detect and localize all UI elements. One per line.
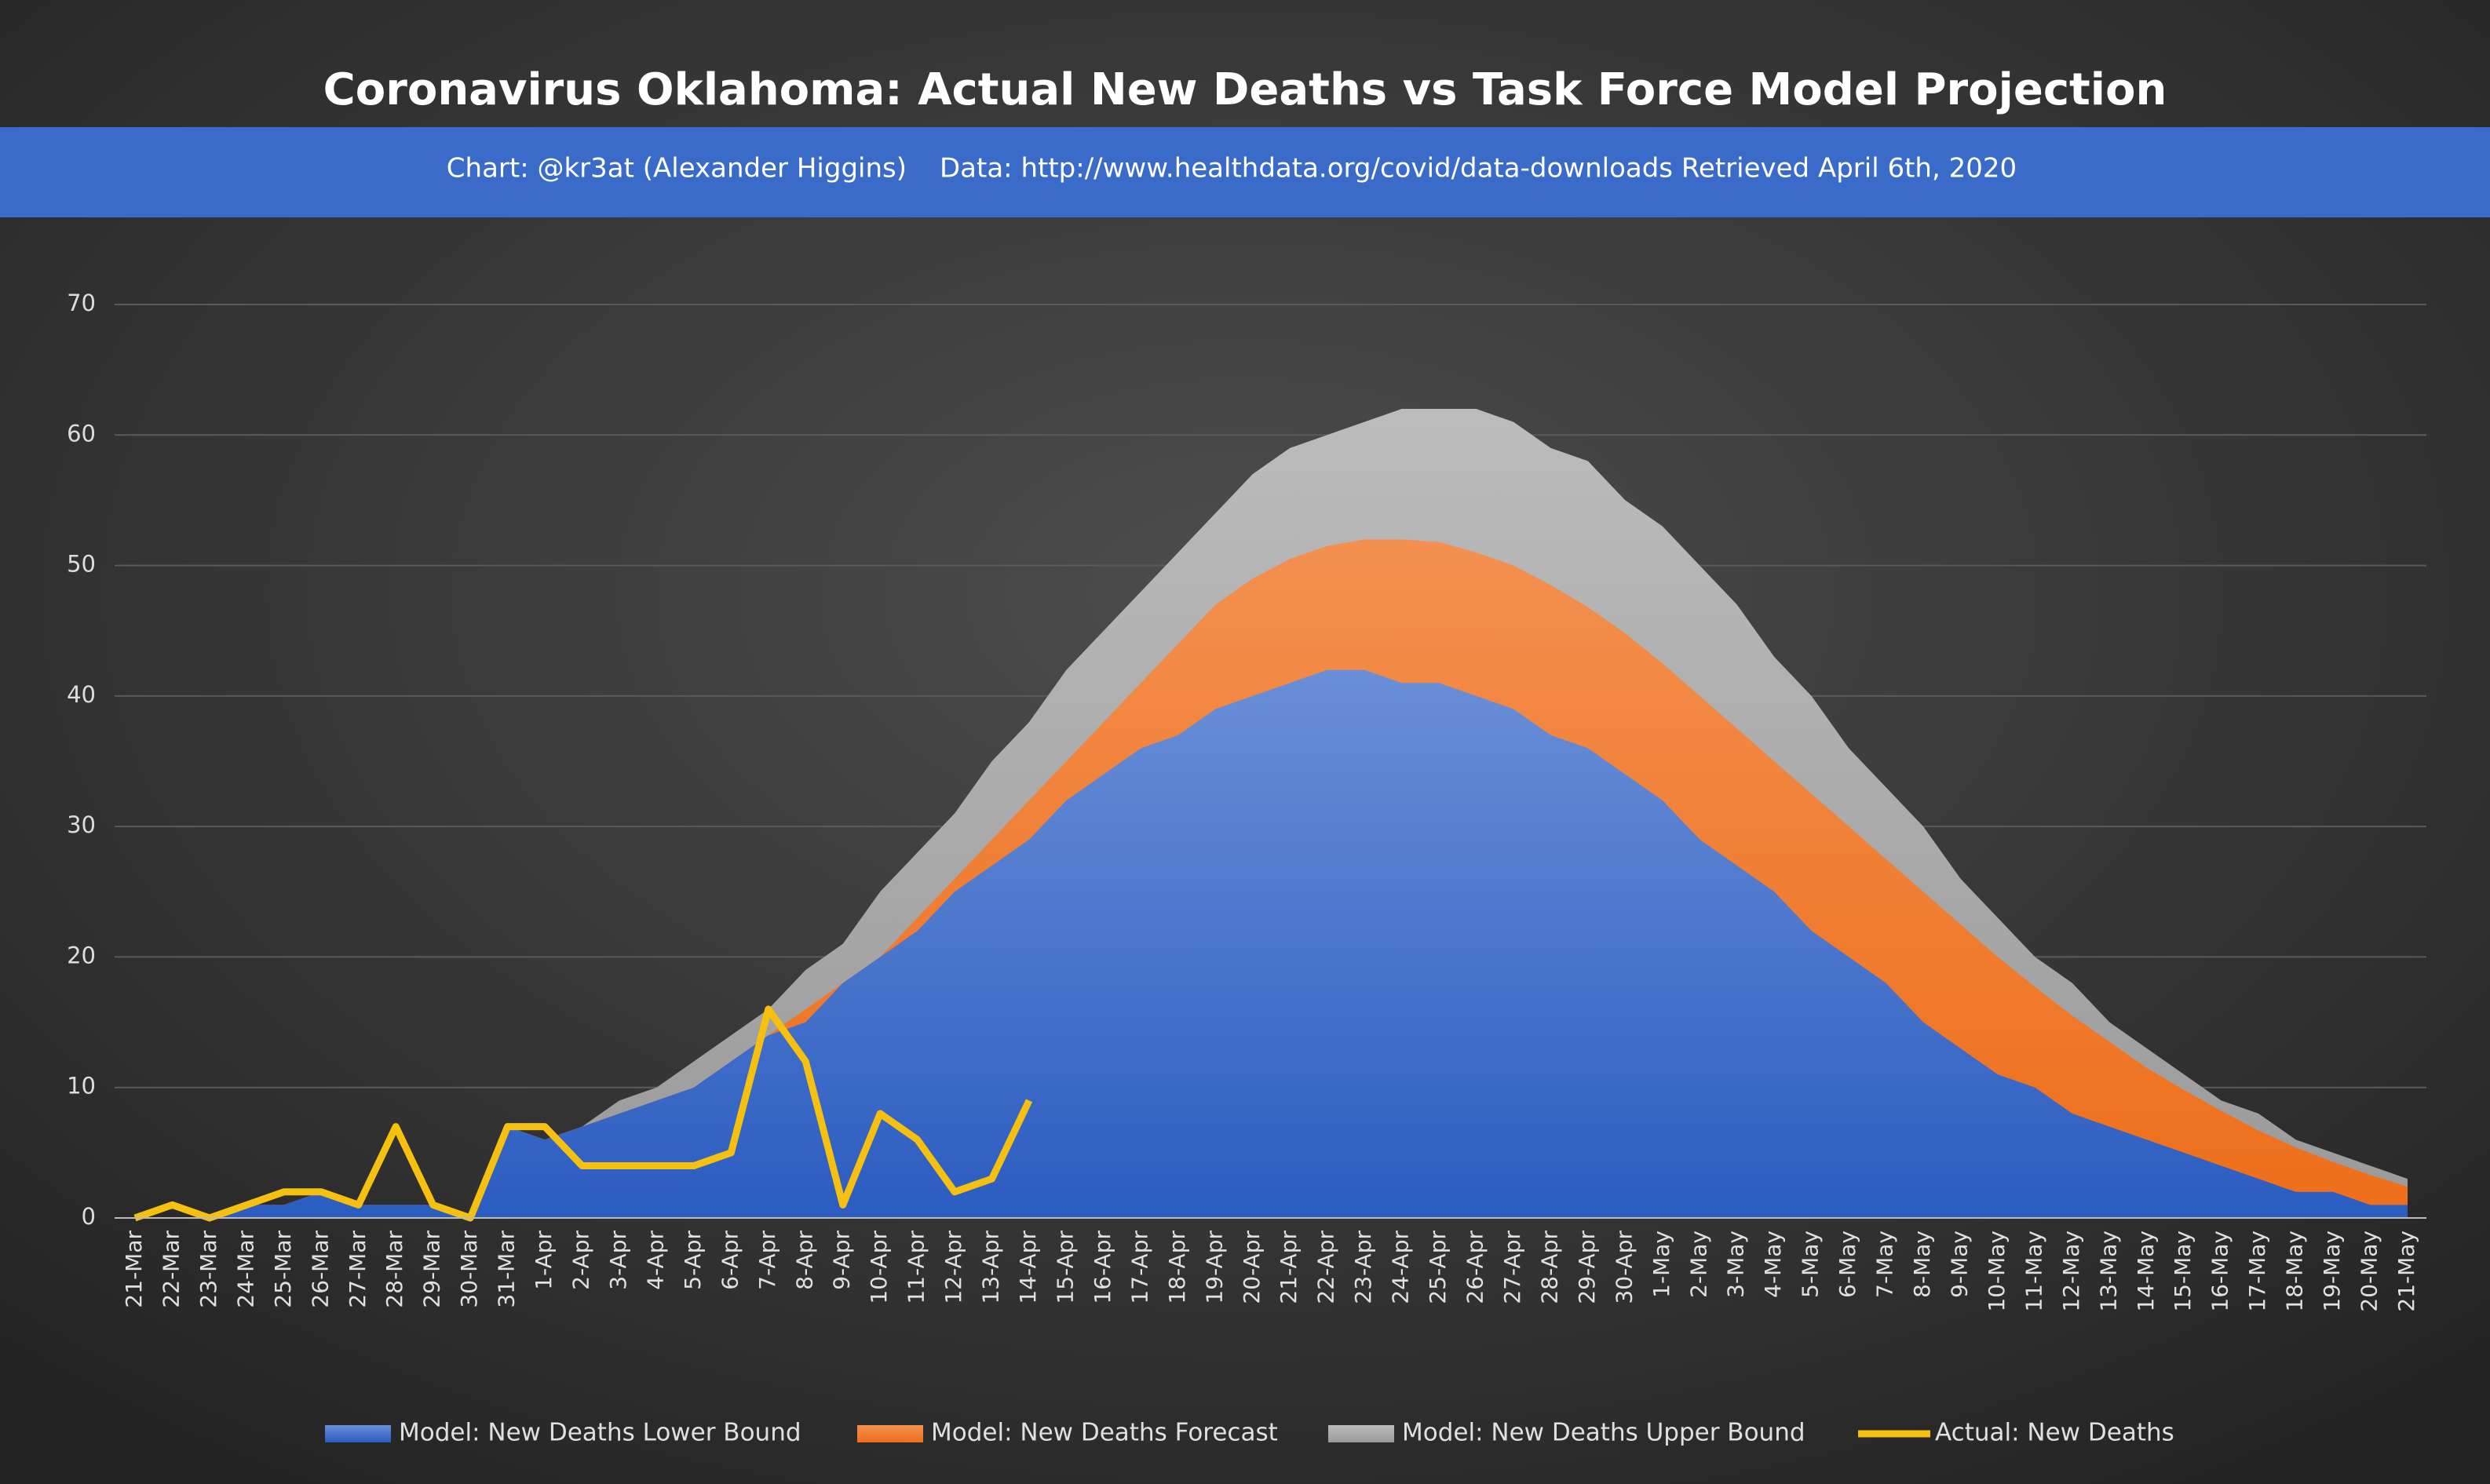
x-tick-label: 18-May	[2282, 1231, 2308, 1312]
x-tick-label: 14-May	[2133, 1231, 2159, 1312]
x-tick-label: 30-Mar	[456, 1231, 482, 1308]
y-tick-label: 20	[67, 942, 96, 968]
x-tick-label: 27-Apr	[1499, 1231, 1525, 1304]
area	[135, 669, 2408, 1218]
x-tick-label: 5-May	[1798, 1231, 1824, 1298]
x-tick-label: 4-Apr	[642, 1231, 668, 1290]
y-tick-label: 40	[67, 681, 96, 708]
y-tick-label: 30	[67, 811, 96, 838]
x-tick-label: 18-Apr	[1164, 1231, 1190, 1304]
legend-label: Model: New Deaths Upper Bound	[1402, 1419, 1805, 1447]
line	[133, 1005, 1033, 1222]
legend-swatch	[1328, 1425, 1394, 1442]
x-tick-label: 21-Apr	[1276, 1231, 1302, 1304]
x-tick-label: 9-Apr	[829, 1231, 855, 1290]
x-tick-label: 29-Mar	[419, 1231, 445, 1308]
x-tick-label: 11-Apr	[904, 1231, 929, 1304]
x-tick-label: 26-Mar	[307, 1231, 333, 1308]
subtitle: Data: http://www.healthdata.org/covid/da…	[940, 153, 2017, 184]
x-tick-label: 26-Apr	[1462, 1231, 1488, 1304]
x-tick-label: 19-Apr	[1201, 1231, 1227, 1304]
y-tick-label: 10	[67, 1073, 96, 1099]
x-tick-label: 17-Apr	[1126, 1231, 1152, 1304]
x-tick-label: 29-Apr	[1574, 1231, 1600, 1304]
x-tick-label: 25-Mar	[270, 1231, 296, 1308]
chart-title: Coronavirus Oklahoma: Actual New Deaths …	[323, 64, 2167, 115]
x-tick-label: 7-Apr	[754, 1231, 780, 1290]
x-tick-label: 13-Apr	[978, 1231, 1004, 1304]
x-tick-label: 20-May	[2357, 1231, 2382, 1312]
y-tick-label: 70	[67, 290, 96, 316]
x-tick-label: 17-May	[2244, 1231, 2270, 1312]
x-tick-label: 2-May	[1685, 1231, 1711, 1298]
x-tick-label: 7-May	[1872, 1231, 1898, 1298]
x-tick-label: 24-Apr	[1388, 1231, 1414, 1304]
x-tick-label: 5-Apr	[680, 1231, 706, 1290]
y-tick-label: 50	[67, 551, 96, 578]
x-tick-label: 1-Apr	[531, 1231, 557, 1290]
x-tick-label: 27-Mar	[345, 1231, 371, 1308]
x-tick-label: 28-Apr	[1536, 1231, 1562, 1304]
x-tick-label: 23-Apr	[1350, 1231, 1376, 1304]
x-tick-label: 15-May	[2170, 1231, 2196, 1312]
x-tick-label: 12-May	[2058, 1231, 2084, 1312]
x-tick-label: 10-May	[1984, 1231, 2010, 1312]
x-tick-label: 15-Apr	[1052, 1231, 1078, 1304]
subtitle: Chart: @kr3at (Alexander Higgins)	[447, 153, 907, 184]
x-tick-label: 31-Mar	[494, 1231, 520, 1308]
legend-swatch	[325, 1425, 391, 1442]
x-tick-label: 22-Mar	[158, 1231, 184, 1308]
x-tick-label: 8-May	[1909, 1231, 1935, 1298]
x-tick-label: 11-May	[2021, 1231, 2046, 1312]
x-tick-label: 10-Apr	[866, 1231, 892, 1304]
x-tick-label: 19-May	[2319, 1231, 2345, 1312]
x-tick-label: 12-Apr	[940, 1231, 966, 1304]
x-tick-label: 13-May	[2095, 1231, 2121, 1312]
y-tick-label: 60	[67, 420, 96, 447]
x-tick-label: 20-Apr	[1239, 1231, 1265, 1304]
x-tick-label: 16-May	[2207, 1231, 2233, 1312]
x-tick-label: 3-May	[1723, 1231, 1749, 1298]
x-tick-label: 4-May	[1760, 1231, 1786, 1298]
x-tick-label: 16-Apr	[1090, 1231, 1115, 1304]
legend-swatch	[857, 1425, 923, 1442]
x-tick-label: 9-May	[1946, 1231, 1972, 1298]
x-tick-label: 23-Mar	[195, 1231, 221, 1308]
x-tick-label: 2-Apr	[568, 1231, 594, 1290]
legend-label: Model: New Deaths Forecast	[931, 1419, 1278, 1447]
x-tick-label: 25-Apr	[1425, 1231, 1451, 1304]
x-tick-label: 6-Apr	[717, 1231, 743, 1290]
x-tick-label: 28-Mar	[382, 1231, 407, 1308]
x-tick-label: 1-May	[1648, 1231, 1674, 1298]
x-tick-label: 8-Apr	[791, 1231, 817, 1290]
x-tick-label: 21-May	[2393, 1231, 2419, 1312]
x-tick-label: 24-Mar	[232, 1231, 258, 1308]
x-tick-label: 21-Mar	[121, 1231, 147, 1308]
x-tick-label: 14-Apr	[1015, 1231, 1041, 1304]
legend-label: Actual: New Deaths	[1935, 1419, 2174, 1447]
x-tick-label: 6-May	[1835, 1231, 1860, 1298]
x-tick-label: 22-Apr	[1313, 1231, 1339, 1304]
x-tick-label: 3-Apr	[605, 1231, 631, 1290]
x-tick-label: 30-Apr	[1611, 1231, 1637, 1304]
y-tick-label: 0	[82, 1203, 96, 1230]
subtitle-band	[0, 127, 2490, 217]
legend-label: Model: New Deaths Lower Bound	[399, 1419, 801, 1447]
